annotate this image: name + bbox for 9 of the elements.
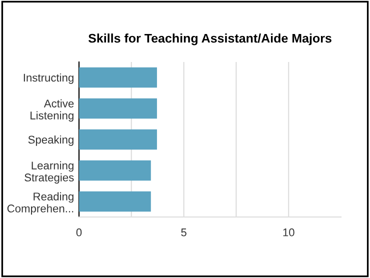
x-tick-label: 0 xyxy=(76,228,82,236)
y-tick-label: Learning Strategies xyxy=(24,161,74,184)
x-tick-label: 5 xyxy=(181,228,186,236)
x-tick-label: 10 xyxy=(283,228,294,236)
y-tick-label: Active Listening xyxy=(30,99,74,122)
chart-title: Skills for Teaching Assistant/Aide Majors xyxy=(88,33,332,46)
y-tick-label: Speaking xyxy=(28,135,74,146)
y-tick-label: Instructing xyxy=(24,73,74,84)
y-tick-label: Reading Comprehen... xyxy=(7,192,74,215)
